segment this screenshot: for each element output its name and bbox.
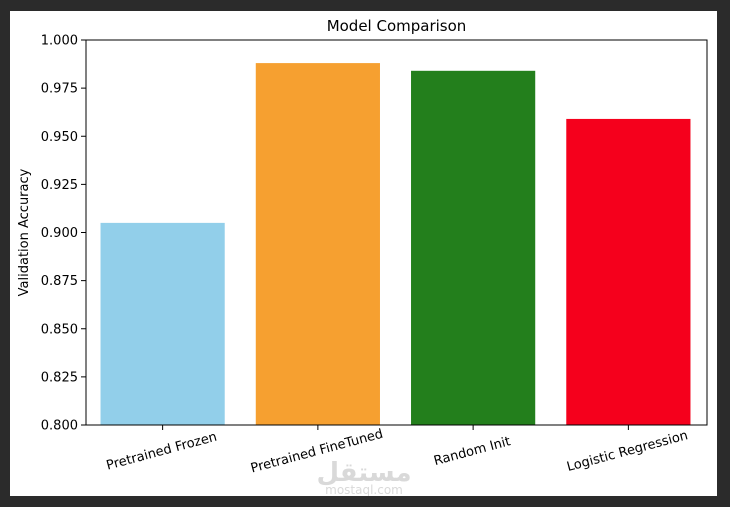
- y-tick-label: 0.875: [41, 274, 78, 289]
- watermark-logo-text: مستقل: [316, 458, 411, 488]
- y-ticks-group: 0.800 0.825 0.850 0.875 0.900 0.925 0.950 0.975…: [41, 34, 86, 434]
- x-tick-label: Random Init: [432, 434, 512, 469]
- y-tick-label: 0.850: [41, 322, 78, 337]
- bar-pretrained-finetuned: [255, 63, 380, 425]
- watermark: مستقل mostaql.com: [316, 458, 411, 496]
- chart-frame: Model Comparison 0.800 0.825 0.850 0.875 0.9…: [10, 11, 717, 496]
- y-tick-label: 0.825: [41, 370, 78, 385]
- chart-title: Model Comparison: [327, 17, 467, 35]
- y-tick-label: 0.950: [41, 130, 78, 145]
- bar-random-init: [411, 70, 536, 426]
- y-tick-label: 0.975: [41, 82, 78, 97]
- y-tick-label: 1.000: [41, 34, 78, 49]
- y-tick-label: 0.800: [41, 419, 78, 434]
- bar-logistic-regression: [566, 118, 691, 426]
- y-axis-label: Validation Accuracy: [17, 168, 32, 296]
- bars-group: [100, 63, 691, 426]
- y-tick-label: 0.900: [41, 226, 78, 241]
- bar-chart: Model Comparison 0.800 0.825 0.850 0.875 0.9…: [17, 17, 708, 496]
- watermark-url: mostaql.com: [325, 483, 403, 496]
- bar-pretrained-frozen: [100, 222, 225, 425]
- x-tick-label: Logistic Regression: [565, 428, 689, 475]
- y-tick-label: 0.925: [41, 178, 78, 193]
- x-tick-label: Pretrained Frozen: [105, 430, 219, 474]
